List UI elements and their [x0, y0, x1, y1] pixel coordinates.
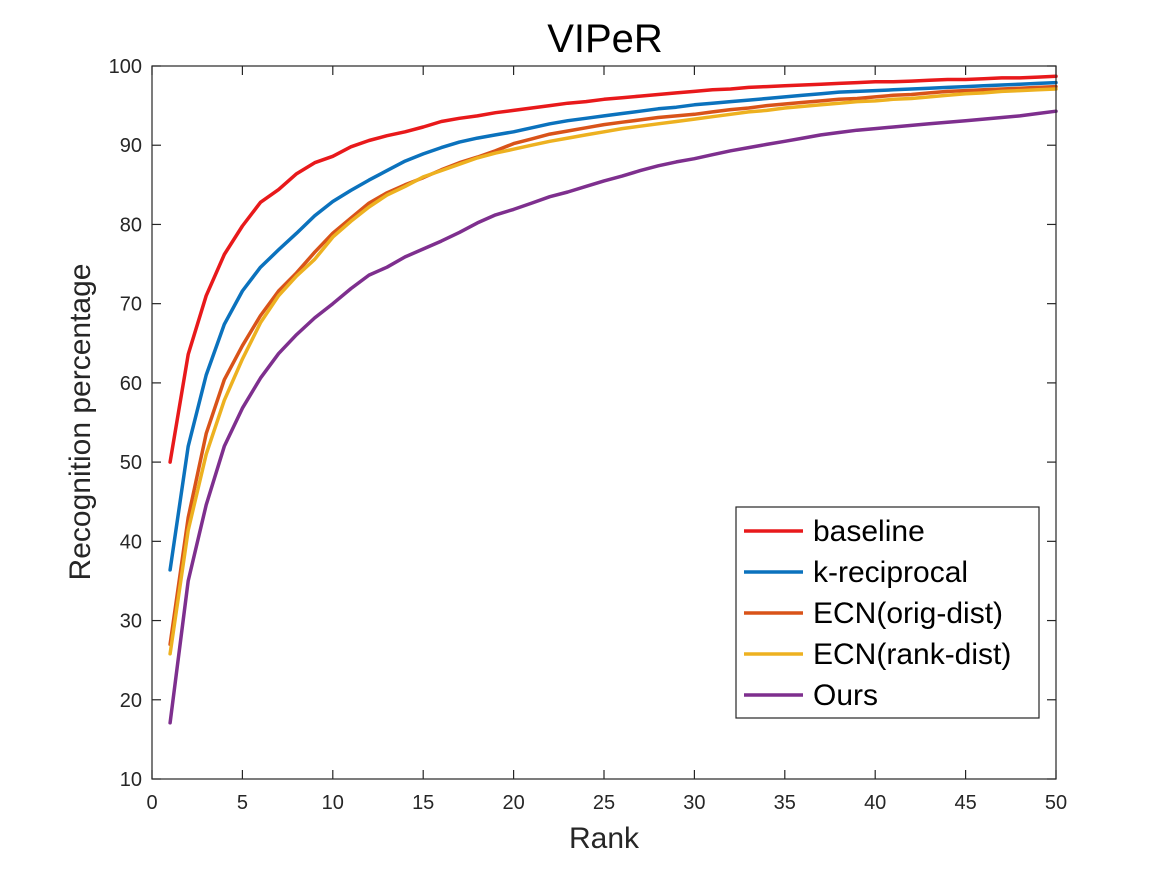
y-tick-label: 90	[120, 135, 142, 157]
series-line-1	[168, 80, 1058, 572]
ticks: 0 5 10 15 20 25 30 35 40 45 50 10 20 30 40 50 60 70 80 90 10…	[109, 56, 1068, 814]
x-tick-label: 20	[502, 792, 524, 814]
series-line-0	[168, 74, 1058, 464]
x-tick-label: 25	[593, 792, 615, 814]
y-tick-label: 50	[120, 452, 142, 474]
chart-title: VIPeR	[547, 17, 663, 61]
y-tick-label: 20	[120, 690, 142, 712]
x-tick-label: 50	[1045, 792, 1067, 814]
legend-label-1: k-reciprocal	[813, 556, 968, 589]
x-tick-label: 30	[683, 792, 705, 814]
series-line-3	[168, 87, 1058, 656]
legend-label-3: ECN(rank-dist)	[813, 638, 1011, 671]
y-axis-label: Recognition percentage	[64, 264, 97, 581]
x-tick-label: 45	[954, 792, 976, 814]
x-tick-label: 15	[412, 792, 434, 814]
y-tick-label: 80	[120, 214, 142, 236]
legend-label-0: baseline	[813, 515, 925, 548]
y-tick-label: 10	[120, 769, 142, 791]
y-tick-label: 70	[120, 294, 142, 316]
legend: baseline k-reciprocal ECN(orig-dist) ECN(ra…	[735, 506, 1040, 719]
x-tick-label: 40	[864, 792, 886, 814]
legend-label-4: Ours	[813, 679, 878, 712]
series-line-4	[168, 109, 1058, 725]
y-tick-label: 60	[120, 373, 142, 395]
series-line-2	[168, 84, 1058, 647]
legend-label-2: ECN(orig-dist)	[813, 597, 1003, 630]
series-layer	[168, 74, 1058, 725]
x-tick-label: 35	[774, 792, 796, 814]
y-tick-label: 40	[120, 531, 142, 553]
y-tick-label: 100	[109, 56, 142, 78]
x-axis-label: Rank	[569, 822, 640, 855]
x-tick-label: 5	[237, 792, 248, 814]
x-tick-label: 0	[146, 792, 157, 814]
x-tick-label: 10	[322, 792, 344, 814]
y-tick-label: 30	[120, 611, 142, 633]
